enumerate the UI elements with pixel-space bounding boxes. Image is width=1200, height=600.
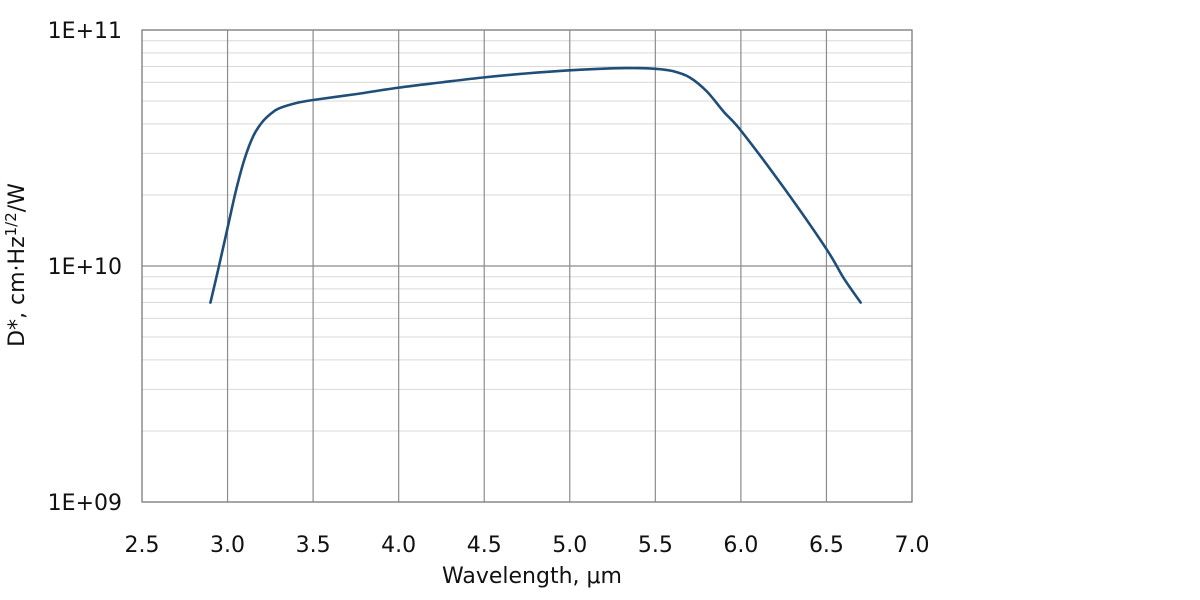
x-tick-label: 2.5 — [125, 533, 160, 558]
x-tick-label: 6.0 — [723, 533, 758, 558]
x-tick-labels: 2.5 3.0 3.5 4.0 4.5 5.0 5.5 6.0 6.5 7.0 — [125, 533, 930, 558]
series-line — [209, 66, 862, 304]
x-axis-title: Wavelength, μm — [442, 564, 622, 589]
x-tick-label: 5.5 — [638, 533, 673, 558]
y-tick-label: 1E+09 — [48, 491, 122, 516]
x-tick-label: 4.5 — [467, 533, 502, 558]
y-tick-label: 1E+10 — [48, 255, 122, 280]
x-tick-label: 5.0 — [552, 533, 587, 558]
y-axis-title-suffix: /W — [5, 183, 30, 212]
y-tick-label: 1E+11 — [48, 19, 122, 44]
y-tick-labels: 1E+09 1E+10 1E+11 — [48, 19, 122, 516]
y-axis-title-prefix: D*, cm·Hz — [5, 236, 30, 347]
y-axis-title: D*, cm·Hz1/2/W — [2, 183, 30, 347]
x-tick-label: 4.0 — [381, 533, 416, 558]
x-tick-label: 3.5 — [296, 533, 331, 558]
y-axis-title-superscript: 1/2 — [2, 212, 20, 236]
x-tick-label: 6.5 — [809, 533, 844, 558]
x-tick-label: 3.0 — [210, 533, 245, 558]
plot-area-border — [141, 29, 913, 503]
series-layer — [209, 66, 862, 304]
x-tick-label: 7.0 — [895, 533, 930, 558]
minor-gridlines — [142, 40, 912, 432]
